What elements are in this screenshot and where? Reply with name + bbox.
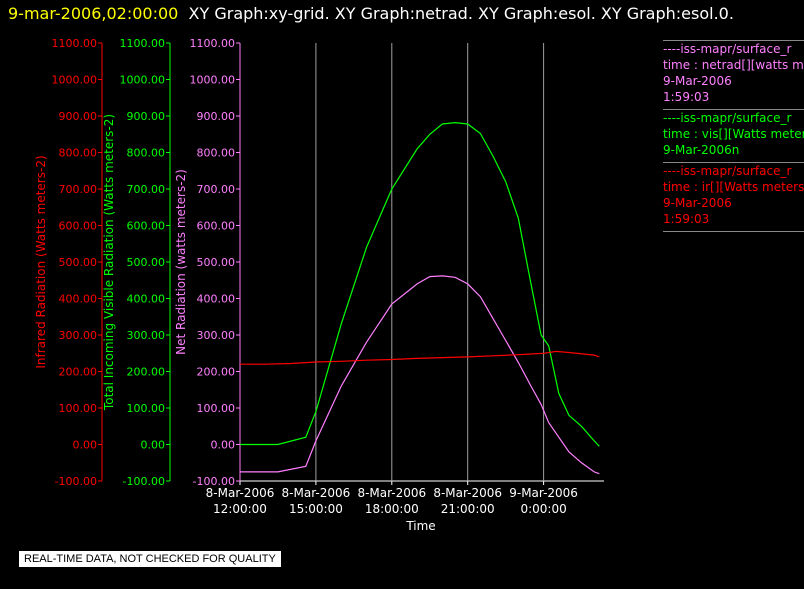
- y-axis-title: Total Incoming Visible Radiation (Watts …: [102, 114, 116, 411]
- y-tick-label: 900.00: [127, 110, 166, 123]
- legend-line: ----iss-mapr/surface_r: [663, 111, 792, 125]
- y-tick-label: 400.00: [59, 293, 98, 306]
- y-tick-label: 700.00: [59, 183, 98, 196]
- x-tick-label: 15:00:00: [289, 502, 343, 516]
- y-tick-label: 0.00: [73, 439, 98, 452]
- y-tick-label: 300.00: [127, 329, 166, 342]
- y-tick-label: 900.00: [197, 110, 236, 123]
- y-tick-label: 700.00: [197, 183, 236, 196]
- y-tick-label: 400.00: [127, 293, 166, 306]
- legend-line: 1:59:03: [663, 212, 710, 226]
- x-tick-label: 8-Mar-2006: [357, 486, 426, 500]
- y-tick-label: 600.00: [197, 220, 236, 233]
- x-axis-label: Time: [405, 519, 435, 533]
- y-tick-label: -100.00: [193, 475, 235, 488]
- y-tick-label: 300.00: [197, 329, 236, 342]
- y-tick-label: 1100.00: [190, 37, 236, 50]
- x-tick-label: 8-Mar-2006: [282, 486, 351, 500]
- legend-line: 9-Mar-2006: [663, 74, 732, 88]
- y-tick-label: 100.00: [59, 402, 98, 415]
- quality-notice: REAL-TIME DATA, NOT CHECKED FOR QUALITY: [19, 551, 281, 567]
- y-tick-label: 700.00: [127, 183, 166, 196]
- legend-line: 9-Mar-2006: [663, 196, 732, 210]
- x-tick-label: 21:00:00: [441, 502, 495, 516]
- legend-line: time : ir[][Watts meters: [663, 180, 804, 194]
- x-tick-label: 12:00:00: [213, 502, 267, 516]
- legend-line: ----iss-mapr/surface_r: [663, 164, 792, 178]
- y-tick-label: 600.00: [127, 220, 166, 233]
- legend-line: time : vis[][Watts meter: [663, 127, 804, 141]
- y-tick-label: 0.00: [141, 439, 166, 452]
- y-axis-title: Infrared Radiation (Watts meters-2): [34, 155, 48, 368]
- x-tick-label: 8-Mar-2006: [206, 486, 275, 500]
- y-tick-label: 400.00: [197, 293, 236, 306]
- y-tick-label: 600.00: [59, 220, 98, 233]
- y-tick-label: 1000.00: [120, 74, 166, 87]
- x-tick-label: 0:00:00: [520, 502, 566, 516]
- y-axis-title: Net Radiation (watts meters-2): [174, 169, 188, 355]
- legend-line: 9-Mar-2006n: [663, 143, 740, 157]
- x-tick-label: 18:00:00: [365, 502, 419, 516]
- legend-divider: [663, 231, 804, 232]
- y-tick-label: 500.00: [59, 256, 98, 269]
- x-tick-label: 9-Mar-2006: [509, 486, 578, 500]
- y-tick-label: 1100.00: [120, 37, 166, 50]
- chart-title: 9-mar-2006,02:00:00 XY Graph:xy-grid. XY…: [8, 4, 734, 23]
- y-tick-label: 800.00: [59, 147, 98, 160]
- y-tick-label: 1000.00: [52, 74, 98, 87]
- y-tick-label: 0.00: [211, 439, 236, 452]
- legend-line: time : netrad[][watts me: [663, 58, 804, 72]
- series-line-ir: [240, 350, 600, 365]
- legend-line: ----iss-mapr/surface_r: [663, 42, 792, 56]
- y-tick-label: 500.00: [127, 256, 166, 269]
- y-tick-label: 100.00: [127, 402, 166, 415]
- timestamp: 9-mar-2006,02:00:00: [8, 4, 179, 23]
- graph-names: XY Graph:xy-grid. XY Graph:netrad. XY Gr…: [188, 4, 734, 23]
- y-tick-label: 800.00: [197, 147, 236, 160]
- series-line-netrad: [240, 275, 600, 475]
- y-tick-label: 300.00: [59, 329, 98, 342]
- y-tick-label: -100.00: [123, 475, 165, 488]
- y-tick-label: 500.00: [197, 256, 236, 269]
- y-tick-label: 200.00: [127, 366, 166, 379]
- y-tick-label: -100.00: [55, 475, 97, 488]
- x-tick-label: 8-Mar-2006: [433, 486, 502, 500]
- y-tick-label: 1100.00: [52, 37, 98, 50]
- y-tick-label: 800.00: [127, 147, 166, 160]
- y-tick-label: 1000.00: [190, 74, 236, 87]
- y-tick-label: 900.00: [59, 110, 98, 123]
- y-tick-label: 200.00: [59, 366, 98, 379]
- y-tick-label: 200.00: [197, 366, 236, 379]
- legend-line: 1:59:03: [663, 90, 710, 104]
- series-line-vis: [240, 121, 600, 447]
- y-tick-label: 100.00: [197, 402, 236, 415]
